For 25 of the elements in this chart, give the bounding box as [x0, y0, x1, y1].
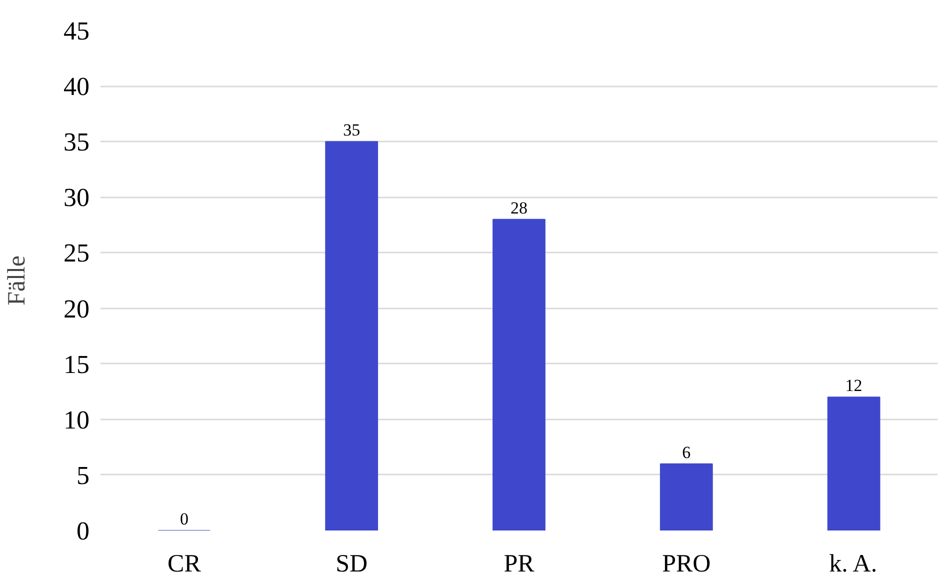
y-tick-label: 30: [64, 183, 90, 212]
x-tick-label: k. A.: [829, 550, 878, 578]
data-label: 35: [343, 120, 360, 140]
y-tick-label: 40: [64, 72, 90, 102]
x-tick-label: CR: [168, 550, 202, 578]
y-tick-label: 20: [64, 294, 90, 324]
data-label: 28: [510, 198, 528, 218]
data-label: 12: [845, 376, 862, 396]
bar: [660, 463, 713, 530]
x-tick-label: SD: [336, 550, 368, 578]
y-tick-label: 15: [64, 350, 90, 379]
y-tick-label: 25: [64, 238, 90, 268]
data-label: 6: [682, 442, 691, 462]
x-tick-label: PRO: [662, 550, 711, 578]
bar: [325, 141, 378, 530]
x-tick-label: PR: [504, 550, 535, 578]
y-tick-label: 35: [64, 128, 90, 157]
y-axis-title: Fälle: [4, 255, 30, 306]
bar: [827, 396, 880, 530]
y-tick-label: 0: [76, 516, 90, 546]
data-label: 0: [180, 510, 188, 528]
y-tick-label: 10: [64, 405, 90, 434]
bar: [492, 218, 546, 530]
y-tick-label: 45: [64, 16, 90, 46]
y-tick-label: 5: [76, 460, 90, 490]
